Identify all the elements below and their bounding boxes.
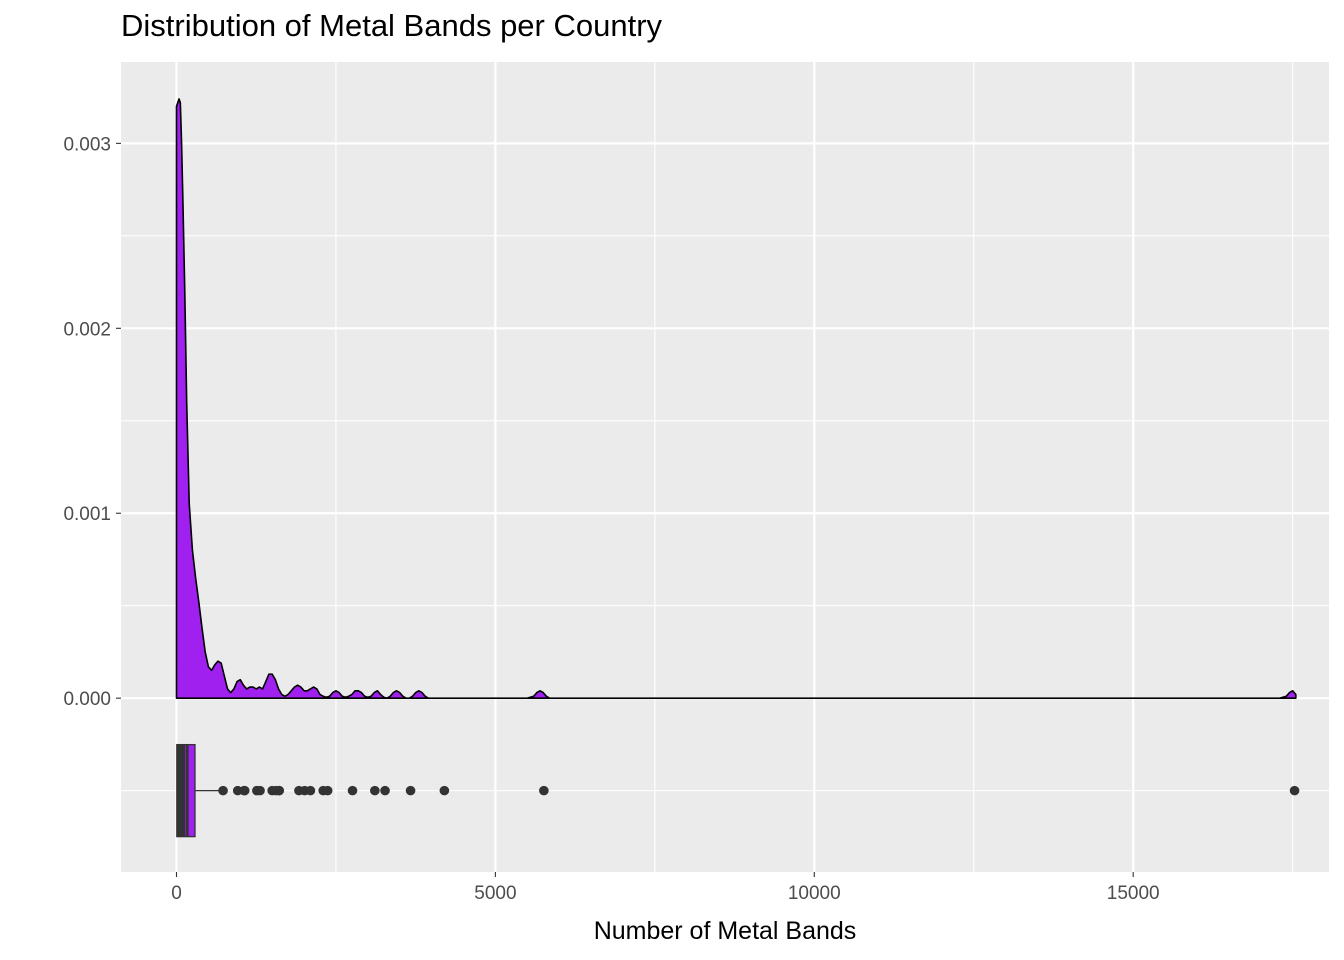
y-tick-label: 0.002 [63,319,111,340]
boxplot-outlier-point [274,785,284,796]
plot-panel [121,62,1329,872]
boxplot-outlier-point [347,785,358,796]
x-axis-title: Number of Metal Bands [594,917,857,945]
y-tick-label: 0.000 [63,689,111,710]
boxplot-lower-half [176,744,186,837]
boxplot-outlier-point [380,785,390,796]
y-tick-label: 0.001 [63,504,111,525]
boxplot-outlier-point [539,785,549,796]
boxplot [176,743,1300,838]
x-tick-label: 5000 [474,883,516,904]
x-tick-label: 15000 [1107,883,1160,904]
boxplot-outlier-point [439,785,450,796]
boxplot-outlier-point [305,785,316,796]
x-tick-label: 10000 [788,883,841,904]
y-axis: 0.000 0.001 0.002 0.003 [63,134,121,710]
x-axis: 0 5000 10000 15000 [171,872,1160,904]
density-curve [175,98,1297,699]
boxplot-outlier-point [255,785,265,796]
y-tick-label: 0.003 [63,134,111,155]
x-tick-label: 0 [171,883,182,904]
boxplot-outlier-point [322,785,333,796]
chart-title: Distribution of Metal Bands per Country [121,8,663,43]
boxplot-outlier-point [405,785,416,796]
minor-gridlines [121,62,1329,872]
boxplot-outlier-point [239,785,250,796]
boxplot-outlier-point [218,785,228,796]
boxplot-outlier-point [1289,785,1300,796]
boxplot-outlier-point [370,785,380,796]
